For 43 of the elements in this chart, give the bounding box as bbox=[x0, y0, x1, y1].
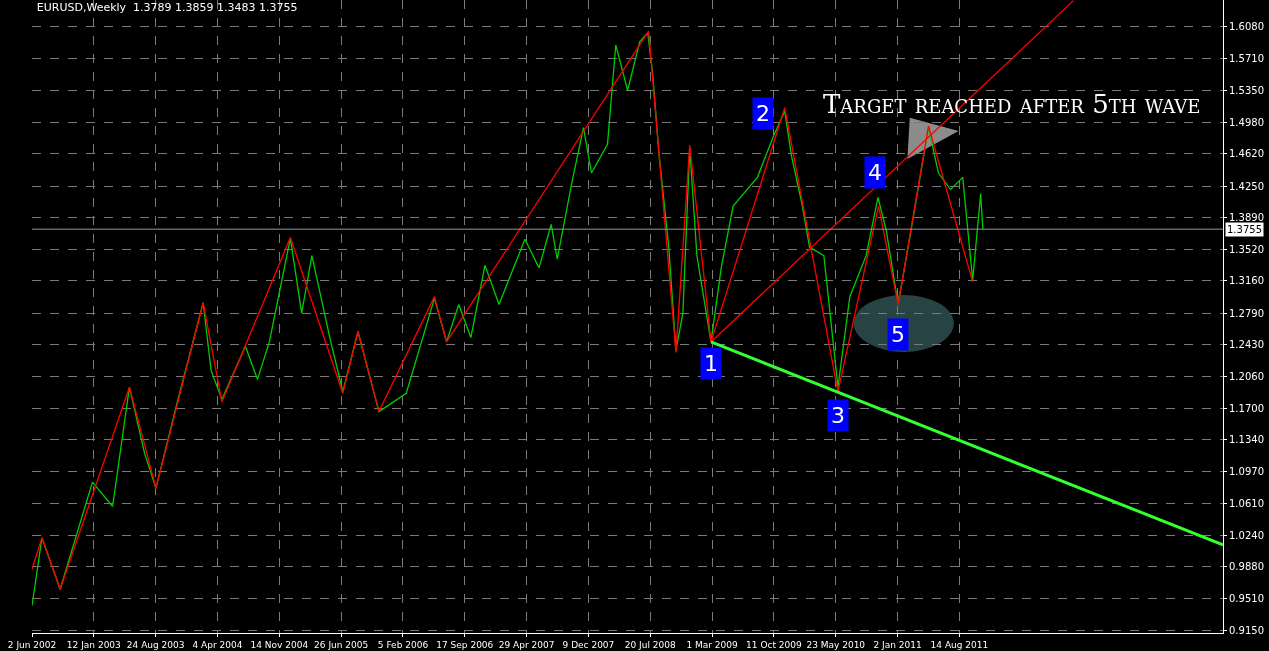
y-tick-label: 1.0610 bbox=[1229, 497, 1264, 509]
x-tick-label: 9 Dec 2007 bbox=[562, 639, 615, 650]
y-tick-label: 1.4620 bbox=[1229, 148, 1264, 160]
x-tick-label: 1 Mar 2009 bbox=[686, 639, 739, 650]
y-tick-label: 1.3520 bbox=[1229, 244, 1264, 256]
y-tick-label: 1.0240 bbox=[1229, 529, 1264, 541]
x-tick-label: 5 Feb 2006 bbox=[377, 639, 429, 650]
x-tick-label: 23 May 2010 bbox=[806, 639, 866, 650]
y-tick-label: 1.3160 bbox=[1229, 275, 1264, 287]
annotation: 5 bbox=[891, 322, 905, 347]
x-tick-label: 4 Apr 2004 bbox=[192, 639, 243, 650]
y-tick-label: 1.0970 bbox=[1229, 466, 1264, 478]
y-tick-label: 0.9510 bbox=[1229, 593, 1264, 605]
x-tick-label: 26 Jun 2005 bbox=[314, 639, 369, 650]
x-tick-label: 29 Apr 2007 bbox=[498, 639, 555, 650]
annotation: 4 bbox=[868, 160, 882, 185]
y-tick-label: 1.1700 bbox=[1229, 402, 1264, 414]
y-tick-label: 1.5710 bbox=[1229, 53, 1264, 65]
y-tick-label: 1.6080 bbox=[1229, 21, 1264, 33]
y-tick-label: 1.2790 bbox=[1229, 307, 1264, 319]
y-tick-label: 1.2060 bbox=[1229, 371, 1264, 383]
y-tick-label: 1.4980 bbox=[1229, 117, 1264, 129]
annotation: 2 bbox=[756, 101, 770, 126]
chart-title: EURUSD,Weekly 1.3789 1.3859 1.3483 1.3755 bbox=[36, 0, 298, 14]
x-tick-label: 17 Sep 2006 bbox=[436, 639, 494, 650]
x-tick-label: 12 Jan 2003 bbox=[66, 639, 121, 650]
ref-line-label: 1.3755 bbox=[1227, 224, 1262, 235]
y-tick-label: 1.3890 bbox=[1229, 211, 1264, 223]
x-tick-label: 2 Jan 2011 bbox=[873, 639, 922, 650]
y-tick-label: 1.5350 bbox=[1229, 84, 1264, 96]
y-tick-label: 1.2430 bbox=[1229, 339, 1264, 351]
x-tick-label: 20 Jul 2008 bbox=[624, 639, 677, 650]
y-tick-label: 0.9880 bbox=[1229, 561, 1264, 573]
x-tick-label: 11 Oct 2009 bbox=[746, 639, 803, 650]
x-tick-label: 14 Nov 2004 bbox=[250, 639, 309, 650]
annotation: 3 bbox=[831, 403, 845, 428]
y-tick-label: 1.1340 bbox=[1229, 433, 1264, 445]
y-tick-label: 0.9150 bbox=[1229, 624, 1264, 636]
x-tick-label: 14 Aug 2011 bbox=[930, 639, 989, 650]
y-tick-label: 1.4250 bbox=[1229, 180, 1264, 192]
x-tick-label: 24 Aug 2003 bbox=[126, 639, 185, 650]
annotation: 1 bbox=[704, 351, 718, 376]
x-tick-label: 2 Jun 2002 bbox=[7, 639, 57, 650]
